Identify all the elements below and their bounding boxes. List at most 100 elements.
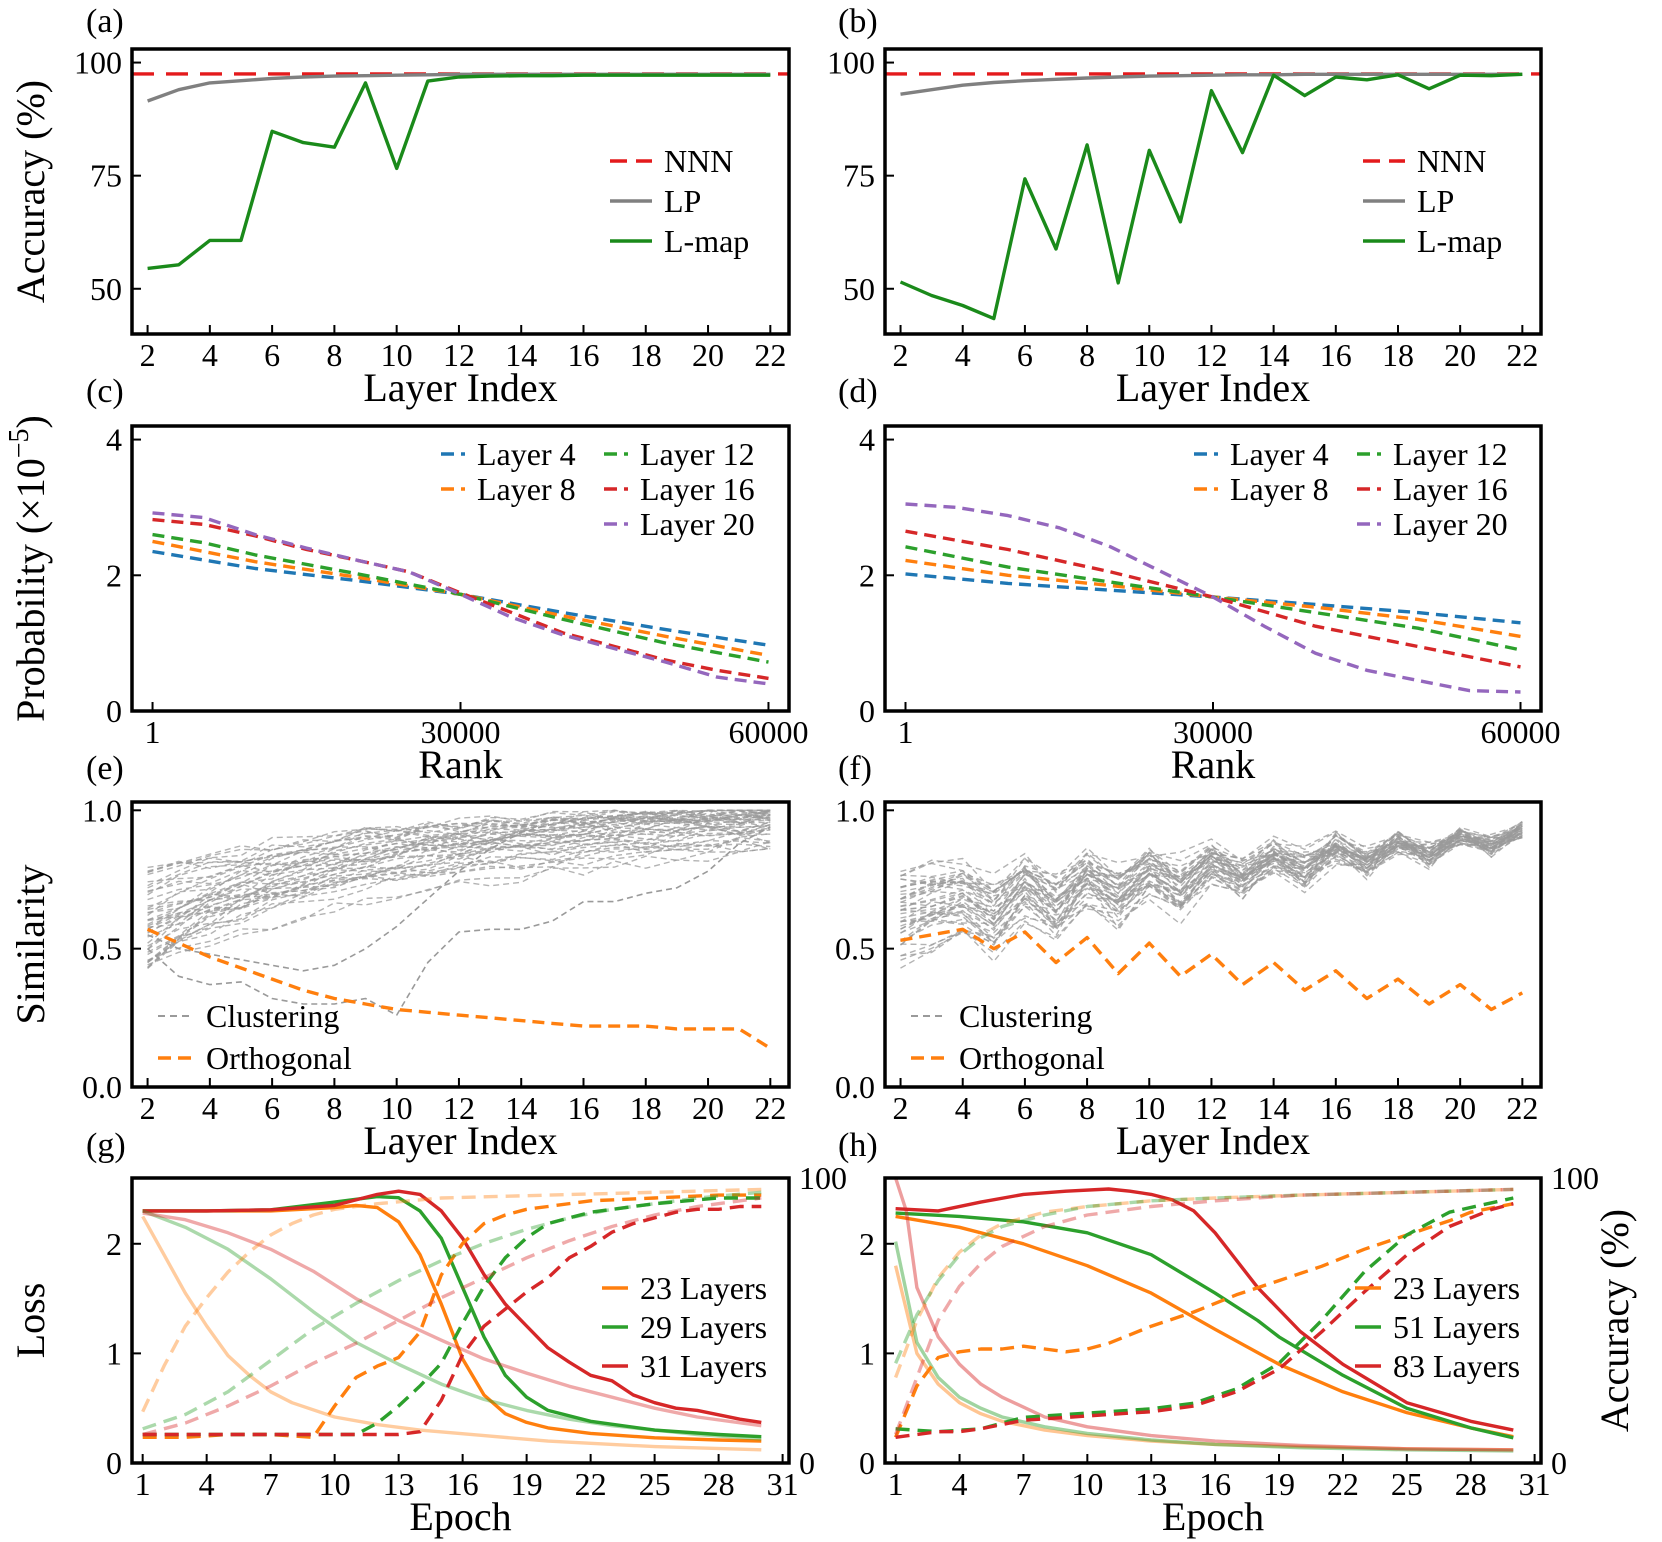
x-axis-label: Rank: [1171, 742, 1255, 787]
cluster-line: [900, 827, 1523, 916]
x-tick-label: 4: [955, 337, 971, 373]
panel-e: 2 4 6 8 10 12 14 16 18 20 22 0.0 0.5 1.0 (e) Layer Inde…: [8, 750, 791, 1163]
legend-label: LP: [664, 183, 701, 219]
x-tick-label: 14: [1258, 1090, 1290, 1126]
cluster-line: [147, 813, 771, 968]
axes-frame: [883, 1176, 1543, 1465]
legend-label: Layer 8: [477, 471, 576, 507]
series-51-layers-acc-light: [894, 1187, 1514, 1364]
y2-tick-label: 0: [1551, 1445, 1567, 1481]
cluster-line: [900, 836, 1523, 930]
series-83-layers: [895, 1187, 1514, 1432]
y-tick-label: 0.0: [835, 1069, 875, 1105]
legend-label: L-map: [1417, 223, 1502, 259]
x-tick-label: 12: [443, 1090, 475, 1126]
series-83-layers-light: [893, 1178, 1514, 1452]
x-tick-label: 20: [1444, 1090, 1476, 1126]
legend-label: 23 Layers: [640, 1270, 767, 1306]
x-tick-label: 4: [952, 1466, 968, 1502]
plot-area-b: [885, 72, 1541, 321]
x-tick-label: 19: [1263, 1466, 1295, 1502]
plot-area-h: [893, 1178, 1514, 1453]
x-tick-label: 20: [1444, 337, 1476, 373]
legend: Clustering Orthogonal: [158, 998, 352, 1076]
x-tick-label: 10: [381, 1090, 413, 1126]
legend: NNN LP L-map: [1363, 143, 1502, 259]
legend-label: NNN: [1417, 143, 1486, 179]
x-tick-label: 22: [754, 1090, 786, 1126]
x-axis-label: Epoch: [409, 1494, 511, 1539]
x-tick-label: 2: [893, 337, 909, 373]
x-tick-label: 25: [639, 1466, 671, 1502]
series-23-layers: [141, 1215, 762, 1452]
x-axis-label: Layer Index: [363, 365, 557, 410]
x-tick-label: 19: [511, 1466, 543, 1502]
series-layer-20: [905, 502, 1521, 694]
series-layer-8: [152, 539, 769, 658]
x-tick-label: 28: [1455, 1466, 1487, 1502]
y-axis-label: Probability (×10−5): [4, 415, 53, 722]
panel-a: 2 4 6 8 10 12 14 16 18 20 22 50 75 100 (a) Layer Index A…: [8, 3, 791, 410]
x-tick-label: 8: [326, 337, 342, 373]
plot-area-e: [146, 809, 772, 1050]
cluster-line: [147, 841, 771, 911]
cluster-line: [147, 814, 771, 872]
y-axis-label: Loss: [8, 1283, 53, 1359]
series-31-layers: [142, 1189, 762, 1425]
series-51-layers-light: [893, 1241, 1514, 1453]
x-tick-label: 18: [1382, 1090, 1414, 1126]
x-tick-label: 20: [692, 1090, 724, 1126]
series-31-layers: [142, 1211, 762, 1428]
legend: NNN LP L-map: [610, 143, 749, 259]
plot-area-d: [905, 502, 1521, 694]
x-tick-label: 31: [1519, 1466, 1551, 1502]
series-layer-20: [152, 511, 769, 686]
panel-label: (c): [86, 373, 124, 410]
panel-label: (h): [838, 1127, 878, 1164]
series-23-layers: [142, 1203, 762, 1443]
y-tick-label: 0.0: [82, 1069, 122, 1105]
panel-c: 1 30000 60000 0 2 4 (c) Rank Probability (×10−5)…: [4, 373, 808, 787]
series-clustering: [147, 826, 771, 1016]
x-tick-label: 60000: [1481, 714, 1561, 750]
x-axis-label: Epoch: [1162, 1494, 1264, 1539]
y-axis-label: Similarity: [8, 865, 53, 1025]
axes-frame: [883, 800, 1543, 1089]
y-tick-label: 1.0: [82, 792, 122, 828]
panel-f: 2 4 6 8 10 12 14 16 18 20 22 0.0 0.5 1.0 (f) Layer Inde…: [835, 750, 1543, 1163]
x-tick-label: 8: [1079, 337, 1095, 373]
x-tick-label: 4: [202, 337, 218, 373]
x-tick-label: 10: [1133, 1090, 1165, 1126]
x-tick-label: 18: [630, 1090, 662, 1126]
y-tick-label: 0: [106, 1445, 122, 1481]
cluster-line: [147, 814, 771, 956]
series-23-layers-light: [893, 1265, 1514, 1452]
plot-area-a: [132, 72, 789, 271]
cluster-line: [900, 833, 1523, 932]
cluster-line: [147, 818, 771, 916]
cluster-line: [147, 847, 771, 961]
axes-frame: [883, 47, 1543, 336]
legend-label: Layer 20: [1393, 506, 1508, 542]
x-tick-label: 4: [199, 1466, 215, 1502]
y-tick-label: 0: [859, 1445, 875, 1481]
series-31-layers-acc: [142, 1204, 762, 1437]
series-l-map: [147, 73, 771, 271]
series-83-layers-acc-light: [894, 1187, 1514, 1436]
y2-tick-label: 100: [1551, 1160, 1599, 1196]
cluster-line: [900, 831, 1523, 942]
x-tick-label: 18: [630, 337, 662, 373]
legend-label: LP: [1417, 183, 1454, 219]
series-lp: [900, 72, 1523, 96]
legend-label: Layer 16: [1393, 471, 1508, 507]
y2-axis-label: Accuracy (%): [1592, 1209, 1637, 1432]
cluster-line: [900, 833, 1523, 902]
x-axis-label: Layer Index: [1116, 365, 1310, 410]
cluster-line: [147, 809, 771, 931]
legend-label: Layer 20: [640, 506, 755, 542]
y-tick-label: 0.5: [835, 931, 875, 967]
